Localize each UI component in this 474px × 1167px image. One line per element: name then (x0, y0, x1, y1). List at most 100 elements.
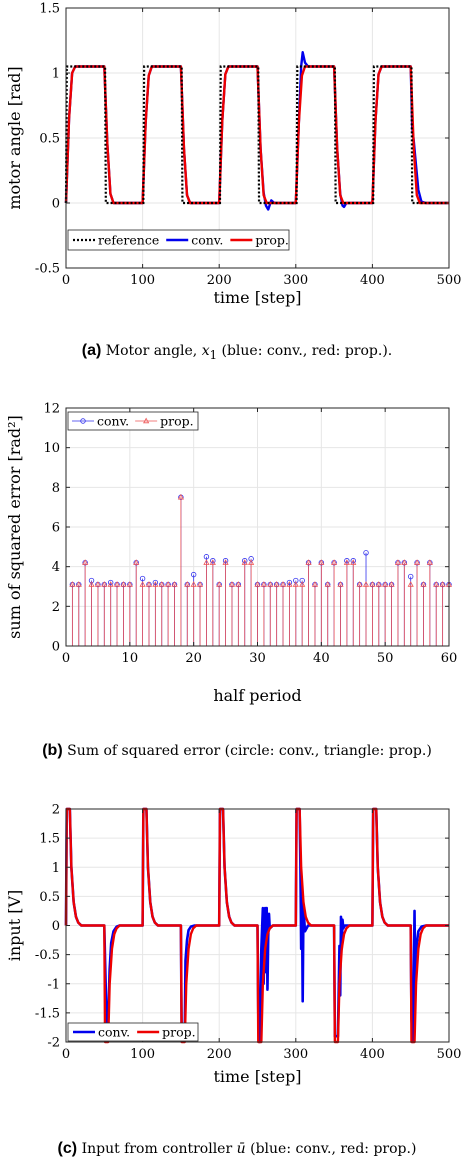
marker-prop (75, 581, 82, 587)
marker-prop (439, 581, 446, 587)
marker-conv (152, 579, 159, 586)
marker-prop (177, 493, 184, 500)
marker-prop (299, 581, 306, 587)
marker-prop (433, 581, 440, 587)
caption-c-math-var: ū (236, 1141, 246, 1157)
y-axis-label: motor angle [rad] (5, 66, 24, 209)
y-tick-label: -0.5 (35, 262, 60, 277)
caption-a-text-before: Motor angle, (105, 343, 198, 359)
caption-c-text-before: Input from controller (81, 1141, 233, 1157)
y-tick-label: 12 (43, 402, 60, 417)
marker-prop (216, 581, 223, 587)
marker-prop (273, 581, 280, 587)
y-tick-label: 2 (52, 803, 60, 818)
y-tick-label: -0.5 (35, 948, 60, 963)
y-tick-label: 0 (52, 197, 60, 212)
marker-conv (408, 573, 414, 580)
y-tick-label: 0.5 (39, 890, 60, 905)
x-tick-label: 200 (207, 273, 232, 288)
chart-squared-error: 0 10 20 30 40 50 60 0 2 4 6 8 10 12 half period sum of … (5, 402, 457, 706)
marker-prop (369, 581, 376, 587)
marker-prop (356, 581, 363, 587)
marker-prop (426, 559, 433, 565)
caption-a-text-after: (blue: conv., red: prop.). (221, 343, 393, 359)
marker-prop (394, 559, 402, 565)
x-axis-label: half period (213, 686, 301, 705)
marker-prop (254, 581, 261, 587)
x-tick-label: 50 (377, 651, 394, 666)
series-line-prop (64, 807, 449, 1044)
marker-prop (158, 581, 165, 587)
marker-prop (279, 581, 287, 587)
marker-prop (139, 581, 146, 587)
marker-prop (203, 559, 210, 565)
legend-label: prop. (255, 233, 288, 248)
marker-prop (241, 559, 248, 565)
marker-conv (203, 554, 210, 560)
y-tick-label: 1.5 (39, 2, 60, 17)
y-tick-label: 1.5 (39, 832, 60, 847)
marker-conv (242, 558, 248, 564)
x-tick-label: 0 (62, 651, 70, 666)
marker-prop (375, 581, 382, 587)
marker-prop (184, 581, 191, 587)
chart-controller-input: 0 100 200 300 400 500 -2 -1.5 -1 -0.5 0 0.5 1 1.5 2 tim… (5, 803, 462, 1087)
marker-prop (305, 559, 312, 565)
legend-box (67, 1022, 199, 1042)
caption-b: (b) Sum of squared error (circle: conv.,… (0, 742, 474, 760)
marker-prop (69, 581, 76, 587)
marker-prop (171, 581, 178, 587)
marker-prop (311, 581, 319, 587)
y-tick-label: 0 (52, 640, 60, 655)
marker-prop (382, 581, 389, 587)
marker-conv (286, 579, 293, 586)
y-axis-label: sum of squared error [rad²] (5, 415, 24, 639)
legend-marker-conv (80, 418, 86, 424)
legend-label: conv. (191, 233, 223, 248)
y-tick-label: 0 (52, 919, 60, 934)
marker-prop (209, 559, 216, 565)
x-tick-label: 20 (185, 651, 202, 666)
y-tick-label: 0.5 (39, 132, 60, 147)
marker-prop (196, 581, 204, 587)
marker-prop (120, 581, 127, 587)
x-tick-label: 400 (360, 1047, 385, 1062)
marker-conv (293, 577, 299, 584)
y-tick-label: -2 (47, 1036, 60, 1051)
caption-c-label: (c) (57, 1140, 78, 1157)
marker-prop (235, 581, 242, 587)
x-tick-label: 0 (62, 273, 70, 288)
x-tick-label: 30 (249, 651, 266, 666)
marker-prop (267, 581, 274, 587)
legend-marker-prop (143, 417, 150, 424)
x-axis-label: time [step] (213, 288, 301, 307)
marker-prop (292, 581, 299, 587)
marker-conv (107, 579, 114, 586)
x-tick-label: 500 (437, 1047, 462, 1062)
x-tick-label: 10 (122, 651, 139, 666)
caption-b-text: Sum of squared error (circle: conv., tri… (67, 743, 432, 759)
y-tick-label: 2 (52, 600, 60, 615)
caption-c: (c) Input from controller ū (blue: conv.… (0, 1140, 474, 1158)
marker-prop (82, 559, 89, 565)
caption-b-label: (b) (42, 742, 63, 759)
x-tick-label: 200 (207, 1047, 232, 1062)
marker-conv (190, 571, 197, 578)
marker-conv (210, 558, 216, 564)
caption-a: (a) Motor angle, x1 (blue: conv., red: p… (0, 342, 474, 362)
caption-a-math-var: x (201, 343, 210, 359)
marker-prop (107, 581, 114, 587)
legend-label: conv. (98, 1025, 130, 1040)
marker-conv (350, 558, 356, 564)
marker-prop (101, 581, 108, 587)
marker-prop (94, 581, 101, 587)
x-tick-label: 300 (283, 1047, 308, 1062)
caption-c-text-after: (blue: conv., red: prop.) (250, 1141, 417, 1157)
marker-conv (222, 558, 229, 564)
legend-label: prop. (162, 1025, 195, 1040)
marker-prop (165, 581, 172, 587)
marker-prop (362, 581, 370, 587)
x-tick-label: 500 (437, 273, 462, 288)
x-tick-label: 100 (130, 273, 155, 288)
marker-prop (133, 559, 140, 565)
